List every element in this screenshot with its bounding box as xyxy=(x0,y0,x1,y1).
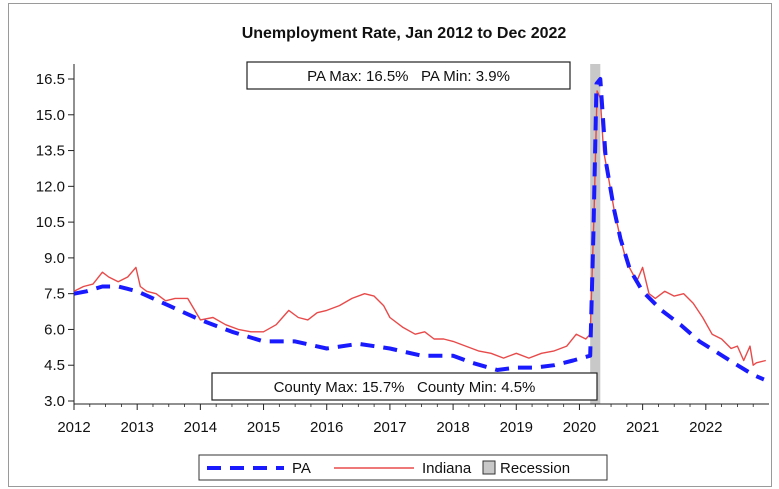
chart-title: Unemployment Rate, Jan 2012 to Dec 2022 xyxy=(242,25,567,42)
y-tick-label: 4.5 xyxy=(44,357,65,374)
chart-frame: Unemployment Rate, Jan 2012 to Dec 2022 … xyxy=(8,3,772,487)
legend-label-pa: PA xyxy=(292,460,311,477)
y-tick-label: 13.5 xyxy=(36,143,65,160)
annotation-bottom-text: County Max: 15.7% County Min: 4.5% xyxy=(274,379,536,396)
y-tick-label: 9.0 xyxy=(44,250,65,267)
annotation-bottom: County Max: 15.7% County Min: 4.5% xyxy=(211,372,598,401)
legend-label-indiana: Indiana xyxy=(422,460,472,477)
y-tick-label: 3.0 xyxy=(44,393,65,410)
x-tick-label: 2012 xyxy=(57,419,90,436)
legend: PA Indiana Recession xyxy=(198,454,608,481)
y-tick-label: 6.0 xyxy=(44,321,65,338)
x-tick-label: 2018 xyxy=(436,419,469,436)
x-tick-label: 2020 xyxy=(563,419,596,436)
annotation-top-text: PA Max: 16.5% PA Min: 3.9% xyxy=(307,68,510,85)
series-line-indiana xyxy=(73,90,766,366)
annotation-top: PA Max: 16.5% PA Min: 3.9% xyxy=(246,61,571,90)
legend-swatch-recession xyxy=(482,460,496,475)
x-tick-label: 2022 xyxy=(689,419,722,436)
axes-layer: 3.0 4.5 6.0 7.5 9.0 10.5 12.0 13.5 15.0 16.5 2012 2… xyxy=(36,64,769,436)
y-tick-label: 7.5 xyxy=(44,286,65,303)
x-tick-label: 2017 xyxy=(373,419,406,436)
x-tick-label: 2016 xyxy=(310,419,343,436)
y-tick-label: 16.5 xyxy=(36,71,65,88)
legend-label-recession: Recession xyxy=(500,460,570,477)
unemployment-chart: Unemployment Rate, Jan 2012 to Dec 2022 … xyxy=(36,25,769,481)
x-tick-label: 2013 xyxy=(120,419,153,436)
y-tick-label: 15.0 xyxy=(36,107,65,124)
x-tick-label: 2015 xyxy=(247,419,280,436)
annotation-top-box xyxy=(246,61,571,90)
x-tick-label: 2019 xyxy=(500,419,533,436)
series-line-pa xyxy=(73,77,765,382)
annotation-bottom-box xyxy=(211,372,598,401)
y-tick-label: 10.5 xyxy=(36,214,65,231)
x-tick-label: 2021 xyxy=(626,419,659,436)
y-tick-label: 12.0 xyxy=(36,178,65,195)
x-tick-label: 2014 xyxy=(184,419,217,436)
series-layer xyxy=(73,77,766,382)
